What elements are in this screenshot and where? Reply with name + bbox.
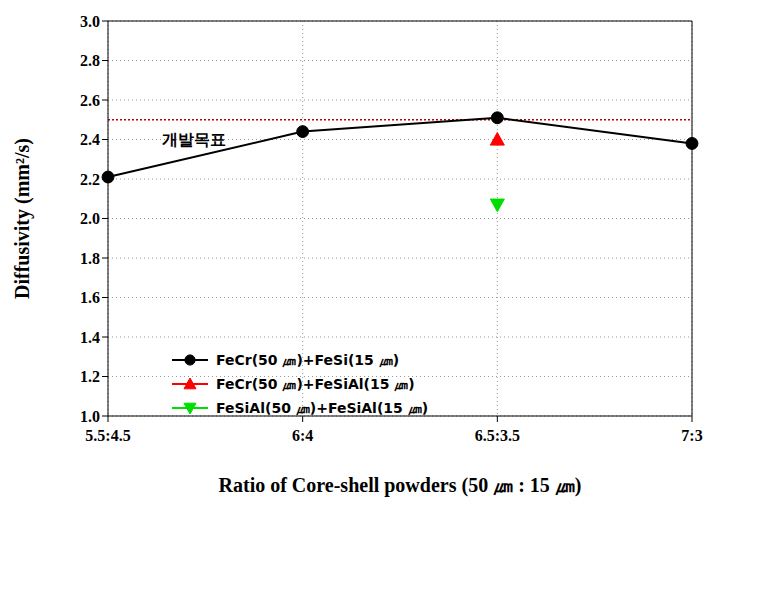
svg-text:1.4: 1.4 xyxy=(80,329,100,346)
svg-text:7:3: 7:3 xyxy=(681,427,702,444)
svg-text:1.6: 1.6 xyxy=(80,289,100,306)
svg-text:FeCr(50 ㎛)+FeSiAl(15 ㎛): FeCr(50 ㎛)+FeSiAl(15 ㎛) xyxy=(216,376,415,392)
svg-text:2.6: 2.6 xyxy=(80,92,100,109)
svg-text:FeCr(50 ㎛)+FeSi(15 ㎛): FeCr(50 ㎛)+FeSi(15 ㎛) xyxy=(216,352,399,368)
svg-text:Ratio of Core-shell powders (5: Ratio of Core-shell powders (50 ㎛ : 15 ㎛… xyxy=(219,474,582,497)
svg-text:1.0: 1.0 xyxy=(80,408,100,425)
svg-text:2.4: 2.4 xyxy=(80,131,100,148)
svg-text:FeSiAl(50 ㎛)+FeSiAl(15 ㎛): FeSiAl(50 ㎛)+FeSiAl(15 ㎛) xyxy=(216,400,428,416)
svg-text:6.5:3.5: 6.5:3.5 xyxy=(475,427,520,444)
svg-text:2.8: 2.8 xyxy=(80,52,100,69)
svg-text:Diffusivity (mm²/s): Diffusivity (mm²/s) xyxy=(11,138,34,299)
svg-text:1.2: 1.2 xyxy=(80,368,100,385)
svg-text:2.0: 2.0 xyxy=(80,210,100,227)
svg-text:6:4: 6:4 xyxy=(292,427,313,444)
svg-text:개발목표: 개발목표 xyxy=(162,130,226,149)
svg-text:1.8: 1.8 xyxy=(80,250,100,267)
svg-text:5.5:4.5: 5.5:4.5 xyxy=(85,427,130,444)
svg-text:2.2: 2.2 xyxy=(80,171,100,188)
svg-text:3.0: 3.0 xyxy=(80,13,100,30)
